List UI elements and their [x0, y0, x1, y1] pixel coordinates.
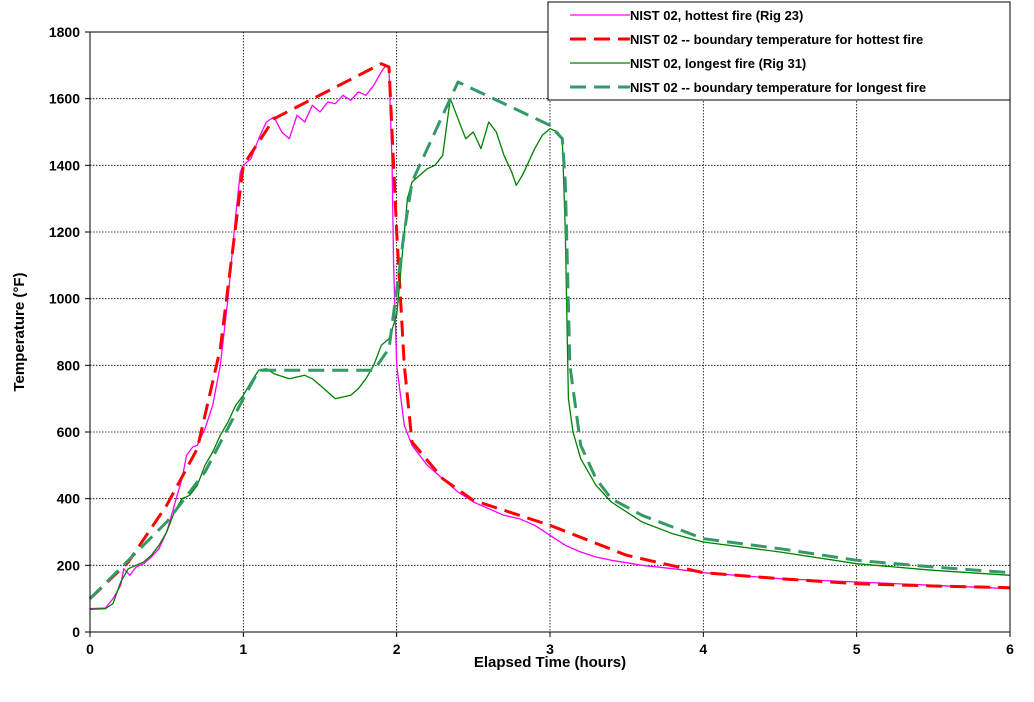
x-tick-label: 0: [86, 641, 94, 657]
y-tick-label: 1400: [49, 157, 80, 173]
legend-box: [547, 1, 1011, 101]
x-axis-title: Elapsed Time (hours): [474, 654, 626, 671]
y-tick-label: 800: [57, 357, 81, 373]
grid-lines: [90, 32, 1010, 632]
series-line-1: [89, 64, 1011, 610]
series-line-4: [88, 80, 1011, 600]
y-tick-label: 1800: [49, 24, 80, 40]
legend: NIST 02, hottest fire (Rig 23) NIST 02 --…: [547, 1, 1011, 101]
x-tick-label: 6: [1006, 641, 1014, 657]
y-tick-label: 400: [57, 491, 81, 507]
y-tick-label: 1600: [49, 91, 80, 107]
x-tick-label: 1: [239, 641, 247, 657]
series-layer: [88, 62, 1011, 610]
x-tick-label: 2: [393, 641, 401, 657]
y-axis-title: Temperature (°F): [11, 272, 28, 391]
legend-label-2: NIST 02 -- boundary temperature for hott…: [630, 32, 923, 47]
legend-label-3: NIST 02, longest fire (Rig 31): [630, 56, 806, 71]
y-tick-label: 0: [72, 624, 80, 640]
x-axis: 0 1 2 3 4 5 6: [86, 632, 1014, 657]
x-tick-label: 4: [699, 641, 707, 657]
y-tick-label: 200: [57, 557, 81, 573]
x-tick-label: 5: [853, 641, 861, 657]
y-tick-label: 1000: [49, 291, 80, 307]
legend-label-4: NIST 02 -- boundary temperature for long…: [630, 80, 926, 95]
x-tick-label: 3: [546, 641, 554, 657]
y-tick-label: 1200: [49, 224, 80, 240]
series-line-2: [88, 62, 1011, 600]
legend-label-1: NIST 02, hottest fire (Rig 23): [630, 8, 803, 23]
series-line-3: [89, 98, 1011, 610]
y-axis: 0 200 400 600 800 1000 1200 1400 1600 1800: [49, 24, 90, 640]
y-tick-label: 600: [57, 424, 81, 440]
